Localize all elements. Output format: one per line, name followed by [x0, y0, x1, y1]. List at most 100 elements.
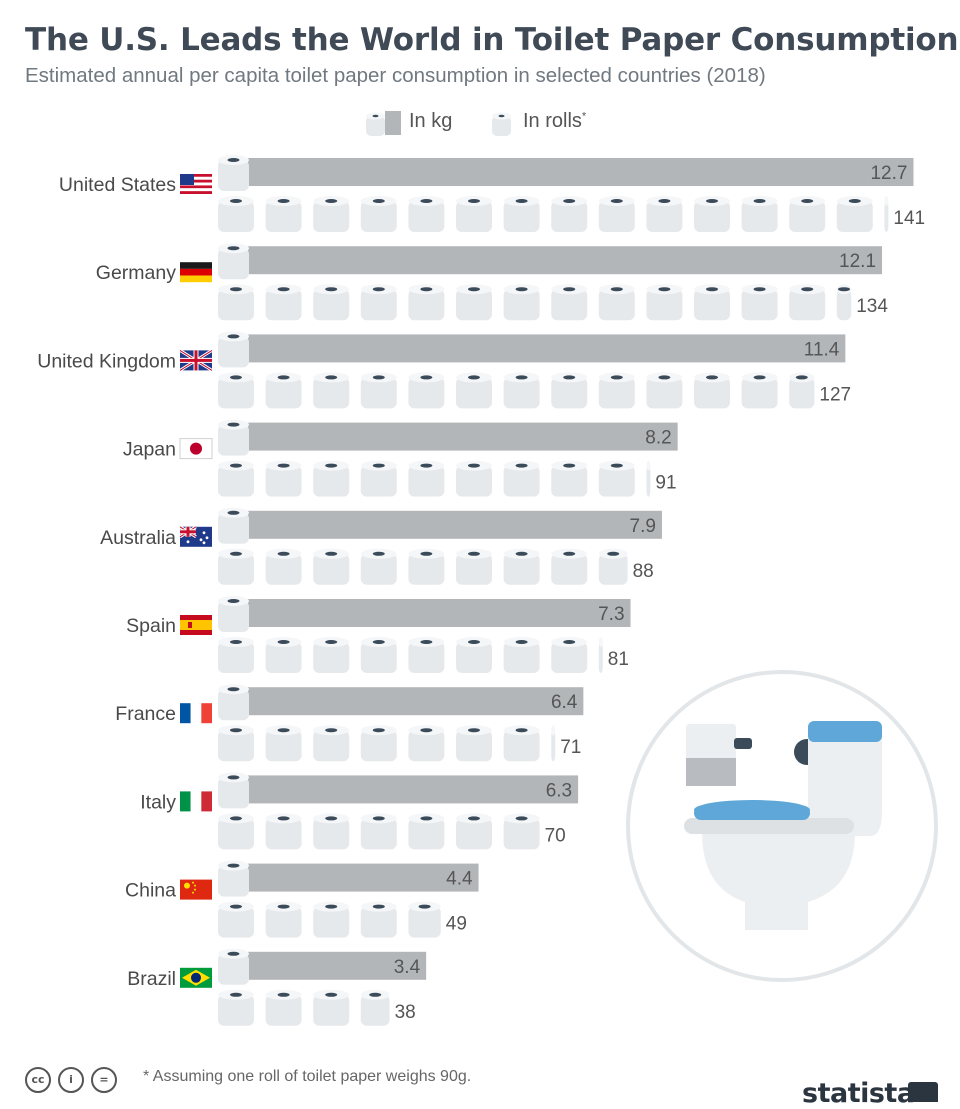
- roll-icon: [360, 460, 397, 497]
- roll-icon: [313, 989, 350, 1026]
- country-label: Germany: [96, 262, 176, 284]
- value-label-kg: 11.4: [804, 339, 840, 360]
- country-row: China 4.4 49: [125, 860, 479, 938]
- roll-icon: [218, 725, 254, 762]
- roll-icon: [789, 284, 826, 321]
- legend-rolls-icon: [492, 112, 511, 136]
- roll-icon: [598, 460, 635, 497]
- roll-icon-partial: [598, 637, 603, 673]
- roll-icon: [646, 196, 683, 232]
- roll-icon: [503, 284, 540, 321]
- roll-icon-partial: [360, 989, 390, 1026]
- roll-icon: [313, 548, 350, 585]
- country-row: Brazil 3.4 38: [127, 948, 427, 1026]
- country-label: Brazil: [127, 968, 176, 990]
- roll-icon: [503, 548, 540, 585]
- roll-icon: [456, 725, 492, 762]
- roll-icon: [265, 813, 302, 850]
- value-label-rolls: 88: [633, 561, 654, 582]
- bar-roll-cap: [218, 155, 249, 191]
- italy-flag-icon: [180, 791, 212, 812]
- roll-icon-partial: [836, 284, 852, 321]
- roll-icon: [408, 196, 445, 232]
- legend-rolls-marker: *: [581, 110, 587, 123]
- value-label-kg: 7.3: [598, 604, 624, 625]
- roll-icon: [313, 813, 350, 850]
- roll-icon: [503, 372, 540, 409]
- bar-kg: [248, 334, 846, 363]
- by-icon: i: [58, 1067, 84, 1093]
- roll-icon: [218, 901, 254, 938]
- roll-icon: [360, 548, 397, 585]
- chart: United States12.7141Germany12.1134United…: [37, 155, 938, 1026]
- roll-icon: [503, 637, 540, 673]
- roll-icon: [456, 196, 492, 232]
- roll-icon: [360, 637, 397, 673]
- roll-icon: [741, 284, 778, 321]
- value-label-rolls: 38: [395, 1002, 416, 1023]
- roll-icon-partial: [551, 725, 556, 762]
- value-label-kg: 12.1: [839, 251, 876, 272]
- roll-icon: [503, 460, 540, 497]
- bar-kg: [248, 863, 479, 892]
- bar-roll-cap: [218, 419, 249, 456]
- value-label-kg: 6.4: [551, 692, 578, 713]
- chart-subtitle: Estimated annual per capita toilet paper…: [25, 64, 766, 87]
- roll-icon: [360, 813, 397, 850]
- roll-icon: [456, 813, 492, 850]
- japan-flag-icon: [179, 438, 213, 460]
- roll-icon: [360, 196, 397, 232]
- roll-icon: [741, 372, 778, 409]
- roll-icon: [598, 372, 635, 409]
- value-label-rolls: 127: [819, 384, 851, 405]
- roll-icon: [360, 725, 397, 762]
- roll-icon: [694, 284, 730, 321]
- bar-kg: [248, 951, 427, 980]
- legend-kg-icon: [366, 111, 401, 136]
- country-label: United States: [59, 174, 176, 196]
- roll-icon-partial: [789, 372, 815, 409]
- roll-icon: [265, 460, 302, 497]
- roll-icon: [456, 372, 492, 409]
- roll-icon: [218, 372, 254, 409]
- toilet-illustration: [626, 670, 938, 982]
- value-label-rolls: 91: [655, 473, 676, 494]
- roll-icon: [265, 548, 302, 585]
- bar-kg: [248, 687, 584, 716]
- value-label-kg: 3.4: [394, 957, 421, 978]
- bar-roll-cap: [218, 331, 249, 368]
- roll-icon: [313, 284, 350, 321]
- roll-icon: [551, 637, 588, 673]
- bar-kg: [248, 246, 883, 275]
- roll-icon: [218, 813, 254, 850]
- value-label-rolls: 70: [545, 825, 566, 846]
- country-row: Italy 6.3 70: [140, 772, 579, 850]
- country-label: United Kingdom: [37, 350, 176, 372]
- roll-icon: [218, 548, 254, 585]
- statista-logo-mark: [908, 1082, 938, 1102]
- value-label-kg: 12.7: [870, 163, 907, 184]
- bar-roll-cap: [218, 684, 249, 721]
- roll-icon: [598, 196, 635, 232]
- roll-icon: [456, 284, 492, 321]
- roll-icon: [313, 637, 350, 673]
- australia-flag-icon: [179, 525, 212, 547]
- country-label: Australia: [100, 527, 176, 549]
- bar-kg: [248, 158, 914, 186]
- roll-icon: [408, 284, 445, 321]
- country-label: Italy: [140, 791, 176, 813]
- roll-icon: [265, 284, 302, 321]
- roll-icon: [551, 284, 588, 321]
- roll-icon: [218, 637, 254, 673]
- roll-icon: [551, 372, 588, 409]
- country-label: France: [115, 703, 176, 725]
- roll-icon-partial: [408, 901, 441, 938]
- value-label-rolls: 141: [893, 208, 925, 229]
- roll-icon: [456, 460, 492, 497]
- roll-icon: [741, 196, 778, 232]
- legend-kg-label: In kg: [409, 110, 453, 132]
- roll-icon: [313, 196, 350, 232]
- bar-roll-cap: [218, 772, 249, 809]
- country-label: China: [125, 880, 176, 902]
- spain-flag-icon: [180, 615, 212, 635]
